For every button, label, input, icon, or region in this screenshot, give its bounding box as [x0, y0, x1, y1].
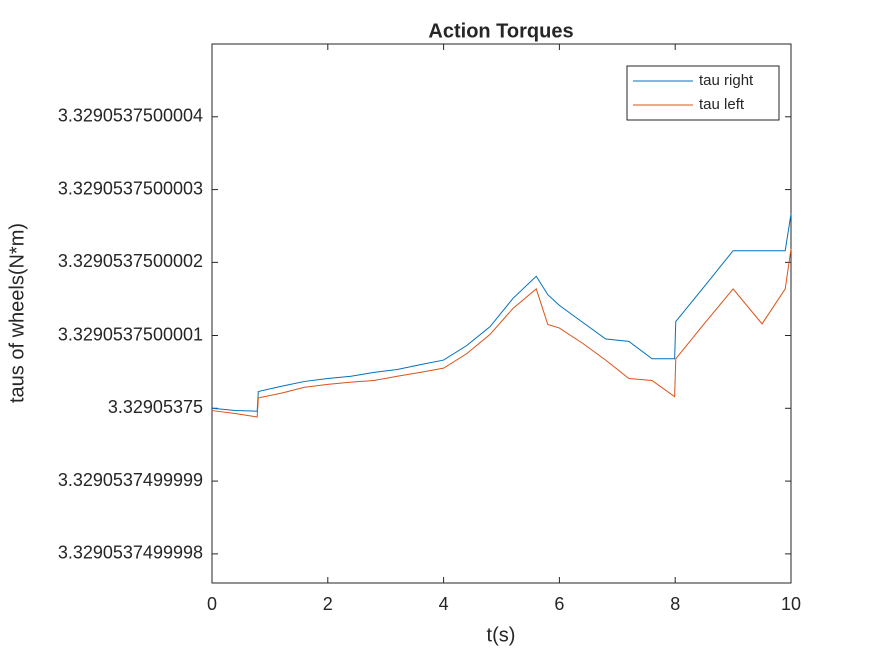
- y-tick-label: 3.3290537500004: [58, 106, 203, 126]
- x-tick-label: 4: [439, 594, 449, 614]
- legend-label: tau right: [699, 72, 754, 89]
- y-tick-label: 3.3290537500003: [58, 178, 203, 198]
- x-tick-label: 2: [323, 594, 333, 614]
- y-tick-label: 3.3290537499998: [58, 543, 203, 563]
- x-axis-label: t(s): [487, 624, 516, 646]
- legend-box: [626, 65, 780, 121]
- plot-area: [211, 43, 792, 584]
- legend-label: tau left: [699, 96, 745, 113]
- y-tick-label: 3.3290537500001: [58, 324, 203, 344]
- y-tick-label: 3.3290537499999: [58, 470, 203, 490]
- x-tick-label: 10: [781, 594, 801, 614]
- chart-title: Action Torques: [428, 20, 573, 42]
- x-tick-label: 0: [207, 594, 217, 614]
- y-tick-label: 3.32905375: [108, 397, 203, 417]
- x-tick-label: 8: [670, 594, 680, 614]
- y-tick-label: 3.3290537500002: [58, 251, 203, 271]
- series-line: [211, 248, 792, 418]
- series-line: [211, 213, 792, 412]
- y-axis-label: taus of wheels(N*m): [6, 223, 28, 403]
- x-tick-label: 6: [554, 594, 564, 614]
